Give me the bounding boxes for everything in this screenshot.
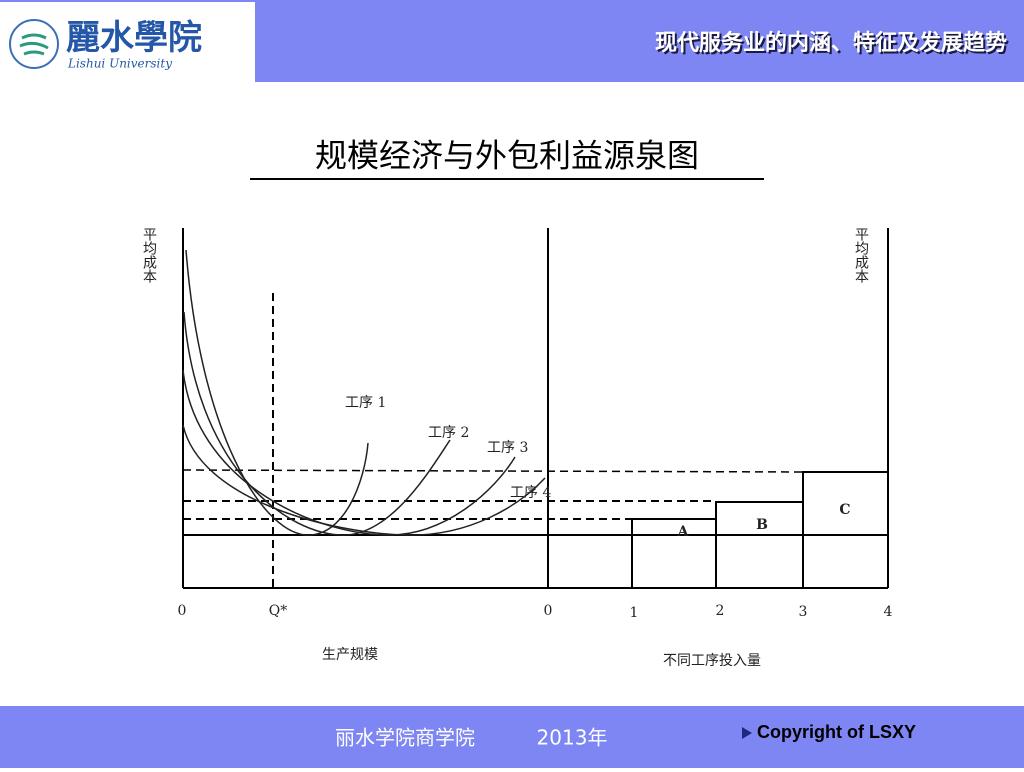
logo-name: 麗水學院 (66, 18, 202, 58)
logo-box (0, 2, 255, 82)
tick-label: 0 (178, 603, 187, 619)
tick-label: 1 (630, 605, 639, 621)
x-label: 生产规模 (322, 647, 378, 663)
y-label: 平均成本 (141, 227, 157, 283)
footer-org: 丽水学院商学院 (335, 726, 475, 750)
tick-label: 3 (799, 604, 808, 620)
x-label: 不同工序投入量 (663, 653, 761, 669)
curve-label: 工序 1 (345, 395, 386, 411)
tick-label: 2 (716, 603, 725, 619)
tick-label: 0 (544, 603, 553, 619)
bullet (742, 727, 752, 739)
logo-waves (19, 33, 49, 56)
slide-title: 规模经济与外包利益源泉图 (315, 137, 699, 175)
footer-year: 2013年 (537, 726, 608, 750)
box-label: A (677, 524, 690, 540)
curve-label: 工序 2 (428, 425, 469, 441)
box-label: B (756, 517, 768, 533)
tick-label: Q* (269, 603, 287, 619)
logo-emblem (9, 19, 59, 69)
tick-label: 4 (884, 604, 893, 620)
box-label: C (839, 502, 850, 518)
header-title-shadow: 现代服务业的内涵、特征及发展趋势 (657, 32, 1009, 58)
curve-label: 工序 3 (487, 440, 528, 456)
y-label: 平均成本 (853, 227, 869, 283)
header-title: 现代服务业的内涵、特征及发展趋势 (655, 30, 1007, 56)
curve-label: 工序 4 (510, 485, 551, 501)
footer-band (0, 706, 1024, 768)
diagram-labels: 平均成本 平均成本 工序 1 工序 2 工序 3 工序 4 A B C 0 Q*… (141, 227, 893, 669)
footer-copyright: Copyright of LSXY (757, 722, 916, 742)
logo-subtitle: Lishui University (67, 57, 172, 71)
cost-curves (182, 249, 546, 536)
diagram-lines (182, 228, 889, 589)
